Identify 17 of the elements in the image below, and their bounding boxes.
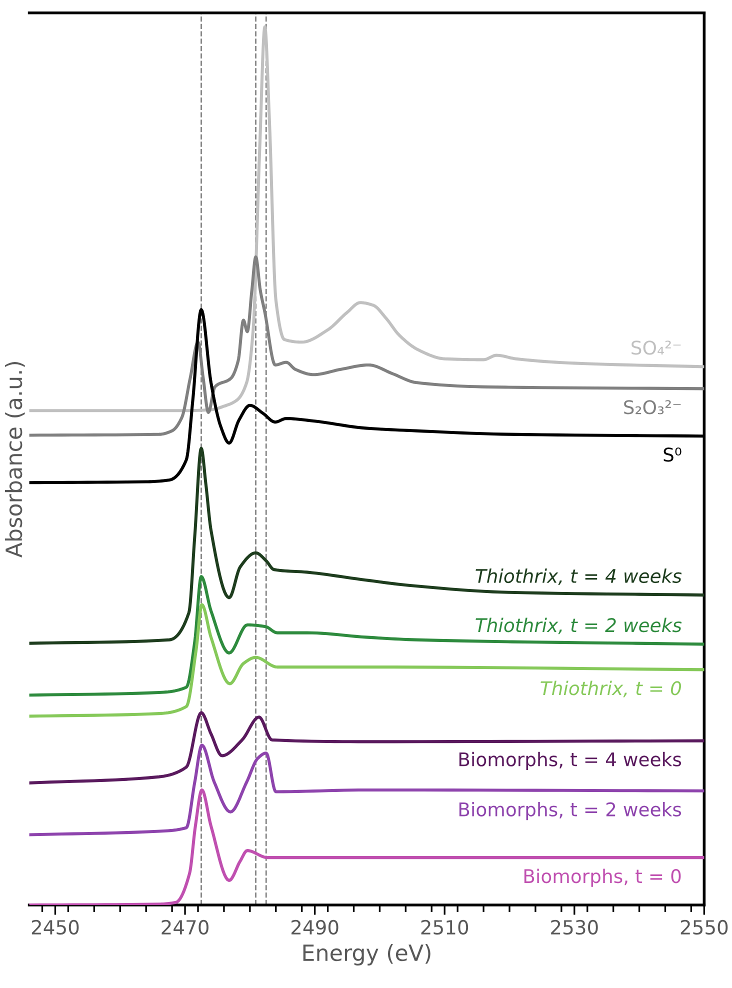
series-label: Thiothrix, t = 4 weeks xyxy=(476,568,682,585)
x-tick-label: 2470 xyxy=(162,920,208,935)
y-axis-title: Absorbance (a.u.) xyxy=(4,362,25,558)
series-label: SO₄²⁻ xyxy=(632,340,681,355)
series-label: Thiothrix, t = 2 weeks xyxy=(476,618,682,634)
series-label: S⁰ xyxy=(664,448,682,462)
x-tick-label: 2530 xyxy=(551,920,598,935)
x-tick-label: 2450 xyxy=(32,920,79,935)
series-label: Biomorphs, t = 4 weeks xyxy=(459,752,682,770)
series-label: Biomorphs, t = 2 weeks xyxy=(459,802,682,820)
x-tick-label: 2490 xyxy=(292,920,338,935)
series-label: Thiothrix, t = 0 xyxy=(540,680,682,698)
series-label: S₂O₃²⁻ xyxy=(624,400,681,414)
x-tick-label: 2510 xyxy=(421,920,468,935)
series-label: Biomorphs, t = 0 xyxy=(524,868,681,887)
x-axis-title: Energy (eV) xyxy=(303,944,430,966)
x-tick-label: 2550 xyxy=(680,920,728,935)
